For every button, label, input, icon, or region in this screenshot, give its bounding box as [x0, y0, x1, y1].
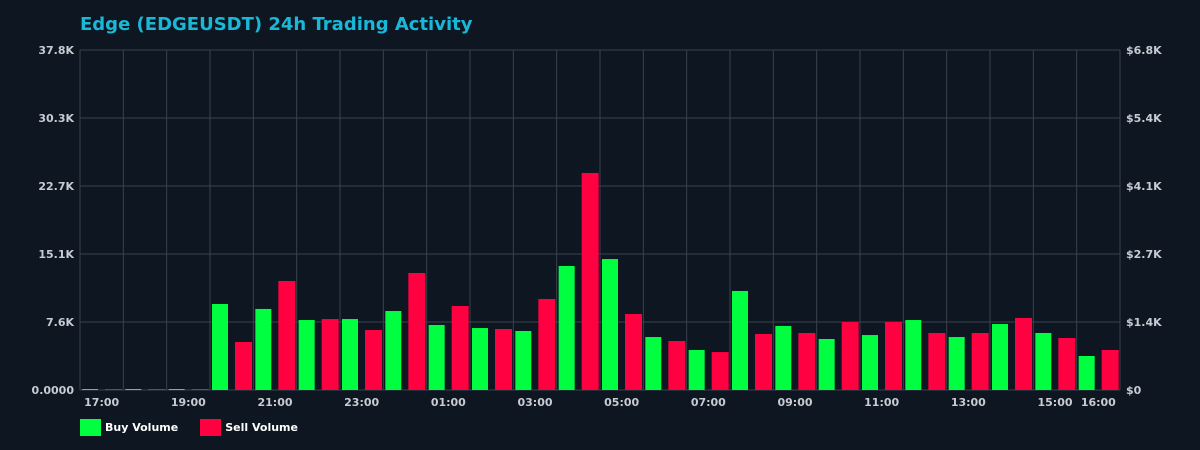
buy-bar[interactable] — [515, 330, 532, 390]
buy-bar[interactable] — [298, 320, 315, 390]
sell-bar[interactable] — [451, 305, 469, 390]
legend: Buy Volume Sell Volume — [80, 419, 320, 436]
buy-bar[interactable] — [385, 311, 402, 390]
sell-bar[interactable] — [928, 332, 946, 390]
legend-item-buy[interactable]: Buy Volume — [80, 419, 178, 436]
x-tick: 05:00 — [604, 396, 639, 409]
y-left-tick: 30.3K — [38, 112, 74, 125]
y-right-tick: $4.1K — [1126, 180, 1162, 193]
y-left-tick: 0.0000 — [32, 384, 75, 397]
buy-bar[interactable] — [212, 304, 228, 390]
buy-bar[interactable] — [862, 335, 878, 390]
y-left-tick: 37.8K — [38, 44, 74, 57]
x-tick: 11:00 — [864, 396, 899, 409]
y-right-tick: $0 — [1126, 384, 1142, 397]
buy-bar[interactable] — [558, 265, 575, 390]
legend-item-sell[interactable]: Sell Volume — [200, 419, 298, 436]
buy-bar[interactable] — [255, 308, 272, 390]
x-tick: 03:00 — [517, 396, 552, 409]
legend-label-sell: Sell Volume — [225, 421, 298, 434]
sell-bar[interactable] — [321, 319, 339, 390]
buy-bar[interactable] — [125, 389, 142, 390]
buy-bar[interactable] — [775, 325, 792, 390]
buy-bar[interactable] — [732, 290, 748, 390]
y-left-tick: 22.7K — [38, 180, 74, 193]
y-right-tick: $2.7K — [1126, 248, 1162, 261]
sell-bar[interactable] — [798, 332, 816, 390]
x-tick: 09:00 — [777, 396, 812, 409]
x-tick: 23:00 — [344, 396, 379, 409]
x-tick: 07:00 — [691, 396, 726, 409]
sell-bar[interactable] — [235, 341, 252, 390]
buy-bar[interactable] — [645, 337, 662, 390]
buy-bar[interactable] — [905, 320, 922, 390]
sell-bar[interactable] — [841, 322, 859, 390]
buy-swatch-icon — [80, 419, 101, 436]
y-left-tick: 7.6K — [46, 316, 74, 329]
sell-bar[interactable] — [408, 272, 426, 390]
buy-bar[interactable] — [1035, 332, 1052, 390]
x-tick: 21:00 — [257, 396, 292, 409]
y-right-tick: $5.4K — [1126, 112, 1162, 125]
sell-bar[interactable] — [711, 352, 729, 390]
buy-bar[interactable] — [1078, 356, 1095, 390]
x-tick: 19:00 — [171, 396, 206, 409]
sell-bar[interactable] — [1015, 317, 1032, 390]
buy-bar[interactable] — [342, 319, 358, 390]
sell-bar[interactable] — [148, 389, 166, 390]
y-left-tick: 15.1K — [38, 248, 74, 261]
sell-bar[interactable] — [365, 330, 382, 390]
buy-bar[interactable] — [992, 323, 1008, 390]
buy-bar[interactable] — [82, 389, 98, 390]
chart-title: Edge (EDGEUSDT) 24h Trading Activity — [80, 14, 473, 35]
legend-label-buy: Buy Volume — [105, 421, 179, 434]
buy-bar[interactable] — [428, 324, 445, 390]
sell-bar[interactable] — [191, 389, 209, 390]
sell-bar[interactable] — [1101, 349, 1119, 390]
sell-bar[interactable] — [581, 172, 599, 390]
sell-bar[interactable] — [625, 313, 642, 390]
buy-bar[interactable] — [818, 339, 835, 390]
sell-bar[interactable] — [105, 389, 122, 390]
buy-bar[interactable] — [948, 337, 965, 390]
x-tick: 15:00 — [1037, 396, 1072, 409]
sell-bar[interactable] — [538, 298, 556, 390]
y-right-tick: $1.4K — [1126, 316, 1162, 329]
sell-bar[interactable] — [885, 322, 902, 390]
buy-bar[interactable] — [688, 349, 705, 390]
sell-bar[interactable] — [495, 329, 512, 390]
buy-bar[interactable] — [168, 389, 185, 390]
x-tick: 16:00 — [1081, 396, 1116, 409]
sell-bar[interactable] — [755, 333, 772, 390]
sell-bar[interactable] — [1058, 338, 1076, 390]
sell-swatch-icon — [200, 419, 222, 436]
x-tick: 01:00 — [431, 396, 466, 409]
x-tick: 13:00 — [951, 396, 986, 409]
sell-bar[interactable] — [971, 332, 989, 390]
y-right-tick: $6.8K — [1126, 44, 1162, 57]
sell-bar[interactable] — [278, 280, 296, 390]
buy-bar[interactable] — [472, 328, 488, 390]
buy-bar[interactable] — [602, 259, 618, 390]
x-tick: 17:00 — [84, 396, 119, 409]
sell-bar[interactable] — [668, 340, 686, 390]
